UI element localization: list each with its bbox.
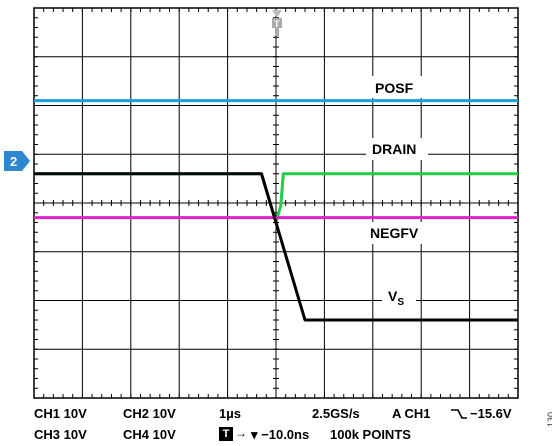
ch1-scale: CH1 10V — [34, 406, 87, 421]
ch2-scale: CH2 10V — [123, 406, 176, 421]
timebase: 1µs — [219, 406, 241, 421]
drain-label-bg — [366, 138, 428, 160]
trigger-position-icon: T — [272, 10, 282, 36]
graticule — [33, 7, 519, 399]
negfv-label-bg — [362, 222, 432, 244]
trace-labels: POSF DRAIN NEGFV VS — [362, 76, 432, 308]
channel-2-marker-label: 2 — [10, 154, 17, 169]
ch3-scale: CH3 10V — [34, 427, 87, 442]
trigger-delay: ▾ −10.0ns — [251, 427, 310, 442]
sample-rate: 2.5GS/s — [312, 406, 360, 421]
drain-label: DRAIN — [372, 141, 416, 157]
trace-vs — [34, 172, 518, 322]
vs-label: VS — [388, 288, 404, 308]
posf-label-bg — [368, 76, 426, 98]
ch4-scale: CH4 10V — [123, 427, 176, 442]
trigger-position-label: T — [274, 19, 280, 29]
channel-2-marker: 2 — [4, 151, 30, 171]
arrow-right-icon: → — [235, 426, 247, 440]
negfv-label: NEGFV — [370, 225, 419, 241]
trigger-source: A CH1 — [392, 406, 431, 421]
vs-label-bg — [382, 284, 416, 308]
traces — [34, 99, 518, 322]
posf-label: POSF — [375, 80, 414, 96]
figure-number: 130 — [546, 412, 552, 428]
falling-edge-icon — [451, 409, 467, 419]
trigger-box-icon: T — [219, 427, 233, 441]
record-length: 100k POINTS — [330, 427, 411, 442]
trigger-level: −15.6V — [470, 406, 512, 421]
